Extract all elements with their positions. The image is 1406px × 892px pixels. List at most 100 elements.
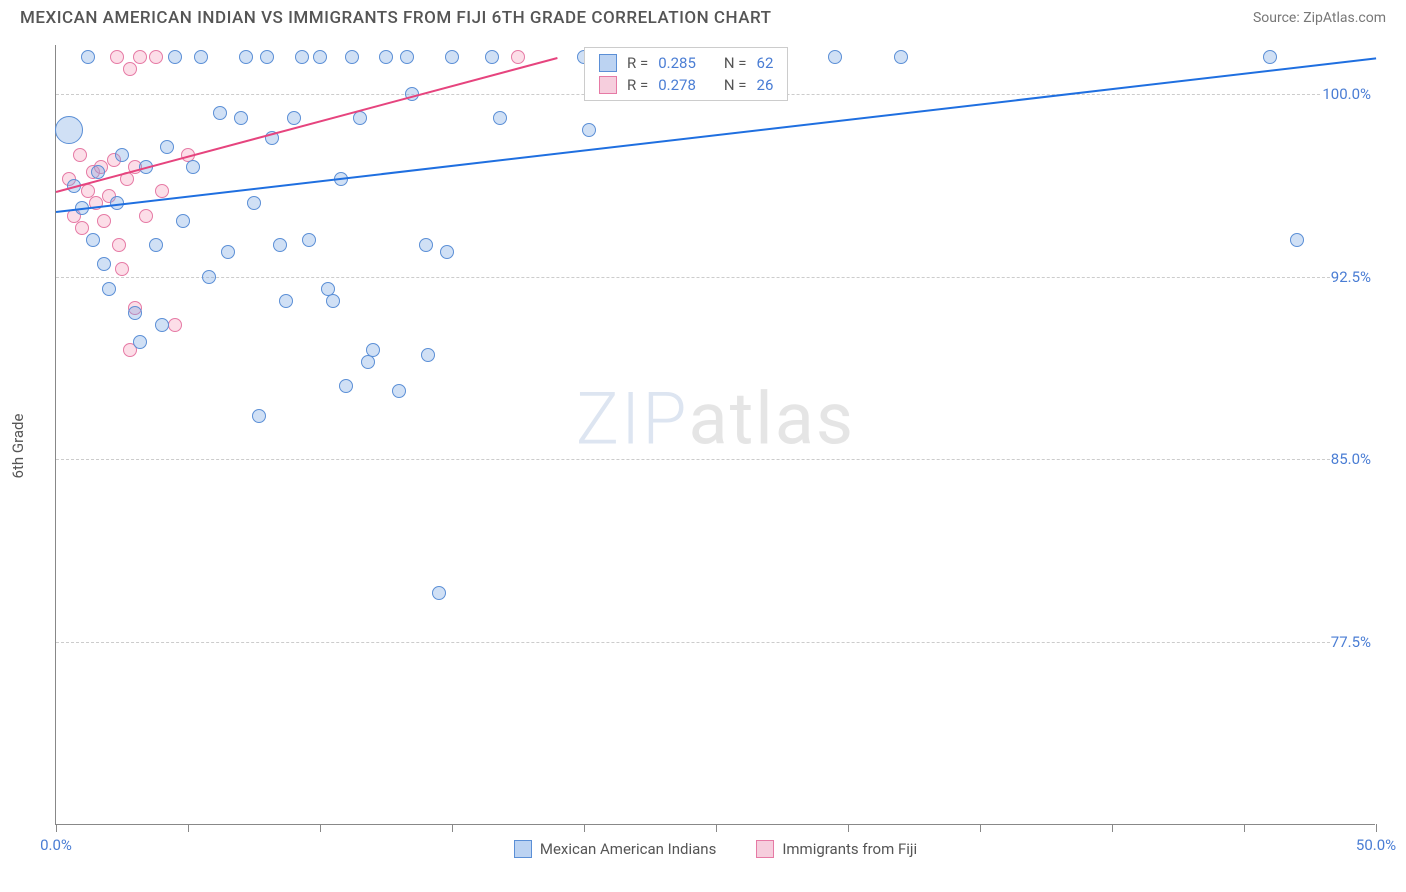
stats-legend: R = 0.285 N = 62R = 0.278 N = 26 [584,47,788,101]
data-point [313,50,327,64]
data-point [326,294,340,308]
legend-item: Immigrants from Fiji [756,840,917,858]
xtick [1376,824,1377,832]
data-point [133,335,147,349]
xtick [1112,824,1113,832]
trend-line [56,57,558,193]
ytick-label: 85.0% [1331,450,1377,468]
xtick [716,824,717,832]
n-value: 26 [757,76,774,94]
n-value: 62 [757,54,774,72]
xtick [452,824,453,832]
data-point [194,50,208,64]
source-label: Source: ZipAtlas.com [1253,10,1386,26]
data-point [511,50,525,64]
legend-swatch [514,840,532,858]
data-point [361,355,375,369]
xtick [848,824,849,832]
data-point [123,62,137,76]
data-point [252,409,266,423]
data-point [400,50,414,64]
data-point [155,318,169,332]
xtick [980,824,981,832]
data-point [295,50,309,64]
data-point [247,196,261,210]
legend-label: Mexican American Indians [540,840,716,858]
chart-title: MEXICAN AMERICAN INDIAN VS IMMIGRANTS FR… [20,8,772,28]
data-point [97,257,111,271]
gridline-h [56,459,1375,460]
gridline-h [56,277,1375,278]
data-point [149,238,163,252]
stats-legend-row: R = 0.285 N = 62 [585,52,787,74]
data-point [55,116,83,144]
data-point [75,221,89,235]
data-point [339,379,353,393]
scatter-chart: ZIPatlas 77.5%85.0%92.5%100.0%0.0%50.0%R… [55,45,1375,825]
data-point [213,106,227,120]
stats-legend-row: R =0.278N =26 [585,74,787,96]
data-point [186,160,200,174]
data-point [279,294,293,308]
gridline-h [56,642,1375,643]
xtick [188,824,189,832]
data-point [97,214,111,228]
data-point [128,306,142,320]
data-point [86,233,100,247]
data-point [239,50,253,64]
data-point [139,209,153,223]
data-point [287,111,301,125]
data-point [432,586,446,600]
data-point [353,111,367,125]
y-axis-label: 6th Grade [9,414,27,479]
data-point [379,50,393,64]
data-point [234,111,248,125]
data-point [110,50,124,64]
data-point [91,165,105,179]
data-point [421,348,435,362]
data-point [366,343,380,357]
legend-swatch [599,54,617,72]
data-point [155,184,169,198]
legend-label: Immigrants from Fiji [782,840,917,858]
legend-swatch [599,76,617,94]
data-point [115,148,129,162]
data-point [149,50,163,64]
r-value: 0.278 [658,76,696,94]
n-label: N = [724,54,747,72]
data-point [202,270,216,284]
data-point [493,111,507,125]
data-point [582,123,596,137]
xtick [1244,824,1245,832]
data-point [273,238,287,252]
data-point [160,140,174,154]
n-label: N = [724,76,747,94]
data-point [1290,233,1304,247]
data-point [1263,50,1277,64]
ytick-label: 100.0% [1322,85,1377,103]
data-point [260,50,274,64]
ytick-label: 77.5% [1331,633,1377,651]
watermark: ZIPatlas [576,376,855,461]
xtick [584,824,585,832]
xtick [320,824,321,832]
data-point [81,50,95,64]
data-point [221,245,235,259]
r-value: 0.285 [658,54,696,72]
data-point [485,50,499,64]
data-point [828,50,842,64]
data-point [115,262,129,276]
data-point [73,148,87,162]
data-point [345,50,359,64]
data-point [112,238,126,252]
data-point [894,50,908,64]
legend-swatch [756,840,774,858]
ytick-label: 92.5% [1331,268,1377,286]
data-point [302,233,316,247]
data-point [419,238,433,252]
xtick [56,824,57,832]
data-point [168,318,182,332]
data-point [133,50,147,64]
r-label: R = [627,54,648,72]
legend-item: Mexican American Indians [514,840,716,858]
